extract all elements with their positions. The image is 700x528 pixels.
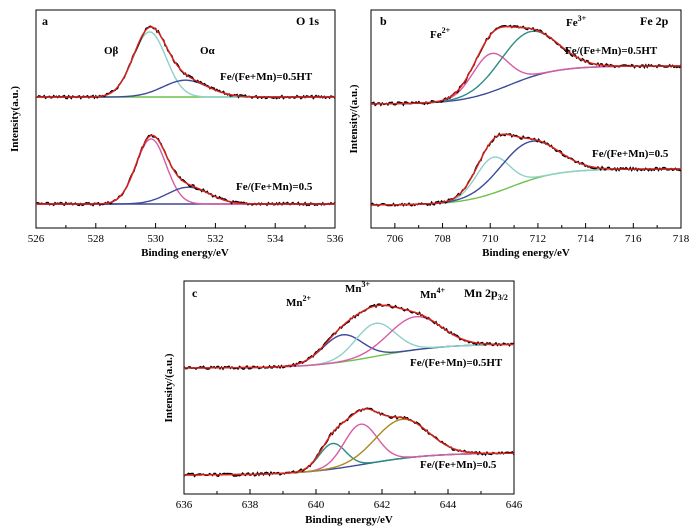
panel-a-plot-area (35, 25, 336, 207)
panel-a-x-ticks: 526 528 530 532 534 536 (28, 223, 344, 245)
panel-b-plot-area (370, 24, 682, 207)
panel-c-fit-line (184, 408, 514, 476)
panel-b-tick-label: 712 (530, 233, 547, 245)
panel-c-tick-label: 646 (506, 499, 523, 511)
panel-a-y-label: Intensity(a.u.) (9, 86, 21, 152)
panel-b-y-label: Intensity/(a.u.) (348, 84, 360, 153)
panel-b-peak-fe3-label: Fe3+ (566, 14, 587, 29)
panel-c-y-label: Intensity/(a.u.) (163, 353, 175, 422)
panel-b-background-line (371, 65, 681, 105)
panel-c-title: Mn 2p3/2 (464, 286, 508, 302)
panel-b-background-line (371, 168, 681, 206)
panel-a-peak-o-line (36, 31, 335, 98)
panel-c-x-ticks: 636 638 640 642 644 646 (176, 489, 523, 511)
panel-c-tick-label: 644 (440, 499, 457, 511)
panel-b-x-label: Binding energy/eV (482, 247, 570, 259)
panel-c-plot-area (183, 303, 515, 478)
panel-b-tick-label: 714 (577, 233, 594, 245)
panel-c-sample-label: Fe/(Fe+Mn)=0.5 (420, 459, 497, 471)
panel-b-label: b (380, 14, 387, 28)
panel-c-fit-line (184, 304, 515, 369)
panel-b-tick-label: 708 (434, 233, 451, 245)
panel-c-tick-label: 642 (374, 499, 391, 511)
panel-a-tick-label: 532 (207, 233, 224, 245)
panel-b-tick-label: 716 (625, 233, 642, 245)
panel-c-peak-mn3-label: Mn3+ (345, 280, 371, 295)
panel-b-peak-fe2-label: Fe2+ (430, 26, 451, 41)
panel-c-tick-label: 638 (242, 499, 259, 511)
panel-a-experimental-line (35, 25, 336, 100)
panel-a-peak-oalpha-label: Oα (200, 45, 216, 57)
panel-a-experimental-line (35, 134, 336, 207)
panel-a-sample-label: Fe/(Fe+Mn)=0.5 (236, 181, 313, 193)
panel-c-peak-mn4-label: Mn4+ (420, 286, 446, 301)
panel-a-tick-label: 528 (88, 233, 105, 245)
panel-b-frame (370, 9, 682, 229)
panel-b-title: Fe 2p (640, 14, 669, 28)
panel-b-sample-label: Fe/(Fe+Mn)=0.5 (592, 148, 669, 160)
panel-a-title: O 1s (296, 14, 319, 28)
panel-b-x-ticks: 706 708 710 712 714 716 718 (387, 223, 690, 245)
panel-b-fit-line (371, 26, 681, 105)
panel-c-tick-label: 640 (308, 499, 325, 511)
panel-b: b Fe 2p 706 708 710 712 714 716 718 Binding en… (348, 9, 690, 259)
panel-b-experimental-line (370, 24, 682, 107)
panel-c-x-label: Binding energy/eV (305, 514, 393, 526)
panel-a-x-label: Binding energy/eV (141, 247, 229, 259)
panel-b-tick-label: 710 (482, 233, 499, 245)
panel-b-tick-label: 718 (673, 233, 690, 245)
panel-b-fit-line (371, 133, 681, 206)
panel-a-peak-o-line (36, 138, 335, 205)
panel-b-tick-label: 706 (387, 233, 404, 245)
panel-a: a O 1s 526 528 530 532 534 536 Binding energy… (9, 9, 344, 259)
panel-a-tick-label: 530 (147, 233, 164, 245)
panel-a-tick-label: 534 (267, 233, 284, 245)
panel-a-sample-ht-label: Fe/(Fe+Mn)=0.5HT (220, 71, 313, 83)
panel-c-peak-mn2-label: Mn2+ (286, 294, 312, 309)
panel-a-tick-label: 536 (327, 233, 344, 245)
panel-a-tick-label: 526 (28, 233, 45, 245)
panel-a-frame (35, 9, 336, 229)
panel-a-fit-line (36, 134, 335, 205)
panel-a-fit-line (36, 26, 335, 98)
panel-c: c Mn 2p3/2 636 638 640 642 644 646 Binding en… (163, 280, 523, 526)
panel-c-tick-label: 636 (176, 499, 193, 511)
panel-b-sample-ht-label: Fe/(Fe+Mn)=0.5HT (565, 45, 658, 57)
panel-c-sample-ht-label: Fe/(Fe+Mn)=0.5HT (410, 357, 503, 369)
panel-a-peak-obeta-label: Oβ (104, 45, 119, 57)
panel-c-label: c (192, 286, 198, 300)
panel-a-label: a (42, 14, 48, 28)
